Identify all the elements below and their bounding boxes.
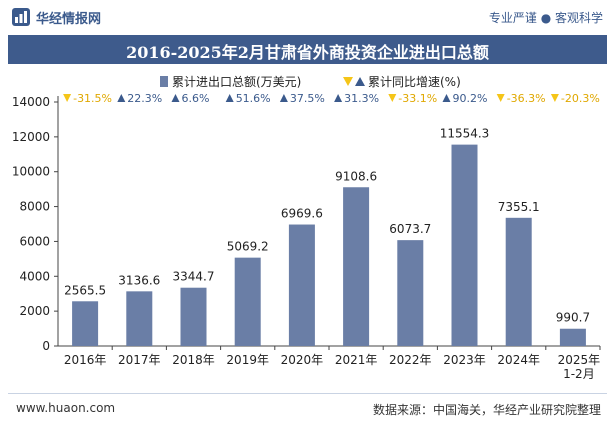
growth-label: 37.5% [290, 92, 325, 105]
x-tick-label: 2018年 [172, 353, 215, 367]
brand-name: 华经情报网 [36, 12, 102, 27]
growth-label: -20.3% [561, 92, 600, 105]
growth-label: 51.6% [236, 92, 271, 105]
growth-label: -36.3% [507, 92, 546, 105]
x-tick-label: 2019年 [226, 353, 269, 367]
growth-label: 22.3% [127, 92, 162, 105]
logo-icon [12, 8, 30, 26]
bar-value-label: 9108.6 [335, 169, 377, 183]
growth-down-icon [63, 94, 72, 102]
bar-value-label: 11554.3 [440, 127, 490, 141]
website-link[interactable]: www.huaon.com [16, 401, 116, 415]
growth-label: 90.2% [453, 92, 488, 105]
bar-value-label: 5069.2 [227, 240, 269, 254]
growth-down-icon [550, 94, 559, 102]
bar [505, 217, 532, 346]
growth-label: -31.5% [73, 92, 112, 105]
title-bar: 2016-2025年2月甘肃省外商投资企业进出口总额 [8, 35, 607, 64]
x-tick-label: 2017年 [118, 353, 161, 367]
bar-value-label: 7355.1 [498, 200, 540, 214]
bar [72, 301, 99, 346]
data-source: 数据来源：中国海关，华经产业研究院整理 [372, 403, 601, 417]
header-bar: 华经情报网 专业严谨 ● 客观科学 [0, 0, 615, 34]
x-tick-label: 2021年 [335, 353, 378, 367]
x-tick-label: 2022年 [389, 353, 432, 367]
x-tick-label: 2016年 [64, 353, 107, 367]
y-tick-label: 4000 [19, 269, 50, 283]
bar [451, 144, 478, 346]
legend-label-total: 累计进出口总额(万美元) [172, 75, 301, 89]
bar-chart: 0 2000 4000 6000 8000 10000 12000 14000 累计进出口总额(… [12, 75, 601, 381]
growth-up-icon [442, 94, 451, 102]
growth-down-icon [388, 94, 397, 102]
growth-label: 31.3% [344, 92, 379, 105]
growth-up-icon [279, 94, 288, 102]
growth-label: -33.1% [398, 92, 437, 105]
bar [397, 240, 424, 346]
growth-up-icon [171, 94, 180, 102]
bar [126, 291, 153, 346]
legend-swatch-down [343, 77, 353, 86]
x-tick-label: 2024年 [497, 353, 540, 367]
y-tick-label: 6000 [19, 234, 50, 248]
bar [234, 257, 261, 346]
bar [180, 287, 207, 346]
bar-value-label: 2565.5 [64, 283, 106, 297]
x-tick-label: 2025年 [558, 353, 601, 367]
bar [288, 224, 315, 346]
chart-title: 2016-2025年2月甘肃省外商投资企业进出口总额 [126, 43, 489, 62]
legend-swatch-total [160, 76, 168, 87]
x-tick-label: 2020年 [281, 353, 324, 367]
bar [343, 187, 370, 346]
x-tick-label: 2023年 [443, 353, 486, 367]
bar [559, 328, 586, 346]
y-tick-label: 2000 [19, 304, 50, 318]
y-tick-label: 0 [42, 339, 50, 353]
bar-value-label: 3344.7 [173, 270, 215, 284]
growth-label: 6.6% [182, 92, 210, 105]
y-tick-label: 14000 [12, 95, 50, 109]
x-tick-label: 1-2月 [563, 367, 595, 381]
y-tick-label: 10000 [12, 165, 50, 179]
y-tick-label: 12000 [12, 130, 50, 144]
bar-value-label: 3136.6 [118, 273, 160, 287]
legend-swatch-up [355, 77, 365, 86]
footer-divider [8, 393, 607, 394]
bar-value-label: 990.7 [556, 311, 590, 325]
legend-label-growth: 累计同比增速(%) [368, 75, 461, 89]
growth-down-icon [496, 94, 505, 102]
growth-up-icon [117, 94, 126, 102]
bar-value-label: 6073.7 [389, 222, 431, 236]
growth-up-icon [225, 94, 234, 102]
y-tick-label: 8000 [19, 200, 50, 214]
bar-value-label: 6969.6 [281, 207, 323, 221]
growth-up-icon [334, 94, 343, 102]
slogan: 专业严谨 ● 客观科学 [488, 11, 603, 25]
